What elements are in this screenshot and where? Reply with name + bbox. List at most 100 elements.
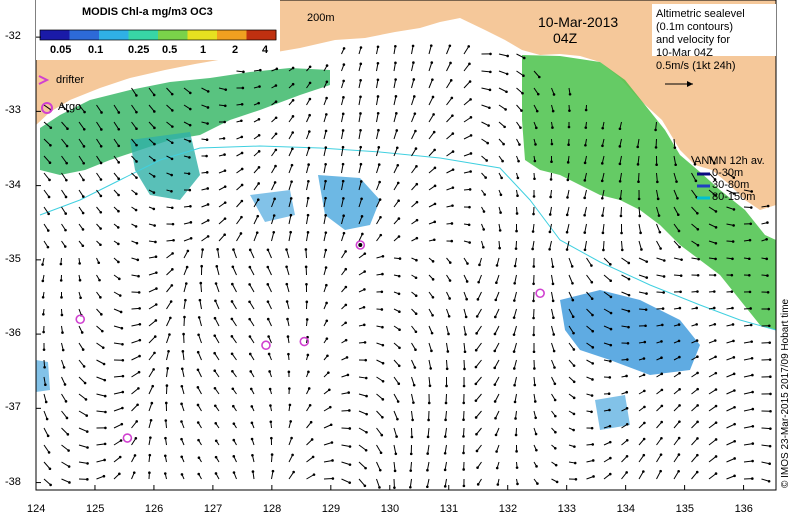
velocity-vector-head xyxy=(748,238,752,242)
velocity-vector xyxy=(481,104,490,109)
velocity-vector-head xyxy=(377,128,380,132)
velocity-vector xyxy=(656,470,662,480)
velocity-vector-head xyxy=(512,316,516,319)
velocity-vector xyxy=(376,113,379,123)
velocity-vector-head xyxy=(291,453,294,457)
velocity-vector xyxy=(323,232,327,242)
velocity-vector-head xyxy=(377,163,381,166)
velocity-vector-head xyxy=(520,109,523,112)
velocity-vector-head xyxy=(570,265,574,268)
velocity-vector-head xyxy=(342,214,345,217)
velocity-vector-head xyxy=(381,254,385,258)
velocity-vector-head xyxy=(99,161,103,165)
velocity-vector-head xyxy=(590,297,594,300)
velocity-vector xyxy=(61,444,69,451)
velocity-vector-head xyxy=(485,159,488,162)
velocity-vector-head xyxy=(256,198,260,202)
velocity-vector-head xyxy=(478,263,481,267)
velocity-vector xyxy=(393,444,397,454)
lat-tick-label: -36 xyxy=(5,327,21,340)
velocity-vector xyxy=(566,206,570,215)
velocity-vector-head xyxy=(341,112,345,116)
velocity-vector-head xyxy=(482,245,485,249)
velocity-vector-head xyxy=(512,333,516,336)
velocity-vector-head xyxy=(431,296,435,299)
velocity-vector xyxy=(306,164,310,174)
velocity-vector-head xyxy=(555,480,559,484)
velocity-vector-head xyxy=(360,197,363,201)
velocity-vector-head xyxy=(250,405,254,408)
velocity-vector-head xyxy=(474,348,478,352)
velocity-vector xyxy=(96,172,102,180)
velocity-vector-head xyxy=(448,261,452,264)
velocity-vector xyxy=(341,181,344,191)
velocity-vector xyxy=(43,461,51,470)
velocity-vector xyxy=(286,266,290,276)
velocity-vector-head xyxy=(643,340,647,344)
velocity-vector-head xyxy=(223,185,227,188)
velocity-vector-head xyxy=(305,300,309,304)
velocity-vector-head xyxy=(255,231,259,234)
velocity-vector-head xyxy=(154,319,158,322)
velocity-vector-head xyxy=(413,366,417,369)
velocity-vector xyxy=(691,189,698,198)
velocity-vector-head xyxy=(713,178,717,181)
velocity-vector xyxy=(148,104,155,112)
velocity-vector xyxy=(43,376,46,385)
velocity-vector-head xyxy=(103,378,107,382)
velocity-vector-head xyxy=(137,291,141,294)
velocity-vector-head xyxy=(625,422,629,426)
velocity-vector-head xyxy=(170,284,174,287)
velocity-vector xyxy=(477,291,482,300)
velocity-vector-head xyxy=(645,276,649,279)
velocity-vector-head xyxy=(444,418,447,422)
velocity-vector-head xyxy=(103,394,107,398)
velocity-vector xyxy=(306,147,310,157)
velocity-vector-head xyxy=(694,179,698,183)
velocity-vector xyxy=(656,223,661,233)
velocity-vector xyxy=(78,172,84,181)
velocity-vector-head xyxy=(170,173,173,177)
velocity-vector-head xyxy=(119,310,123,314)
velocity-vector xyxy=(673,454,680,463)
velocity-vector-head xyxy=(364,358,368,362)
velocity-vector-head xyxy=(751,407,755,411)
velocity-vector-head xyxy=(64,212,68,215)
velocity-vector xyxy=(743,460,753,463)
velocity-vector-head xyxy=(469,116,473,119)
velocity-vector-head xyxy=(733,474,736,478)
velocity-vector-head xyxy=(81,228,85,231)
velocity-vector-head xyxy=(164,419,168,422)
velocity-vector-head xyxy=(696,404,699,407)
velocity-vector-head xyxy=(152,207,156,211)
velocity-vector-head xyxy=(187,172,191,175)
velocity-vector-head xyxy=(766,290,770,294)
velocity-vector-head xyxy=(205,171,209,174)
velocity-vector-head xyxy=(515,450,518,453)
velocity-vector-head xyxy=(433,148,436,152)
velocity-vector-head xyxy=(749,323,753,327)
chlorophyll-patch-south xyxy=(595,395,630,430)
velocity-vector-head xyxy=(287,352,290,356)
velocity-vector xyxy=(638,454,645,463)
velocity-vector xyxy=(494,342,500,352)
velocity-vector-head xyxy=(291,82,295,86)
velocity-vector xyxy=(726,189,735,194)
velocity-vector-head xyxy=(658,230,662,234)
velocity-vector-head xyxy=(551,109,555,113)
velocity-vector xyxy=(253,199,259,208)
velocity-vector-head xyxy=(240,119,243,123)
velocity-vector-head xyxy=(506,54,509,58)
velocity-vector-head xyxy=(678,306,682,310)
velocity-vector-head xyxy=(673,146,677,149)
velocity-vector-head xyxy=(348,409,351,412)
velocity-vector-head xyxy=(250,421,254,425)
velocity-vector-head xyxy=(121,342,124,346)
velocity-vector xyxy=(166,368,169,378)
velocity-vector-head xyxy=(518,143,521,146)
velocity-vector-head xyxy=(342,63,346,66)
velocity-vector xyxy=(551,291,554,301)
velocity-vector-head xyxy=(475,449,479,453)
velocity-vector-head xyxy=(495,450,498,453)
